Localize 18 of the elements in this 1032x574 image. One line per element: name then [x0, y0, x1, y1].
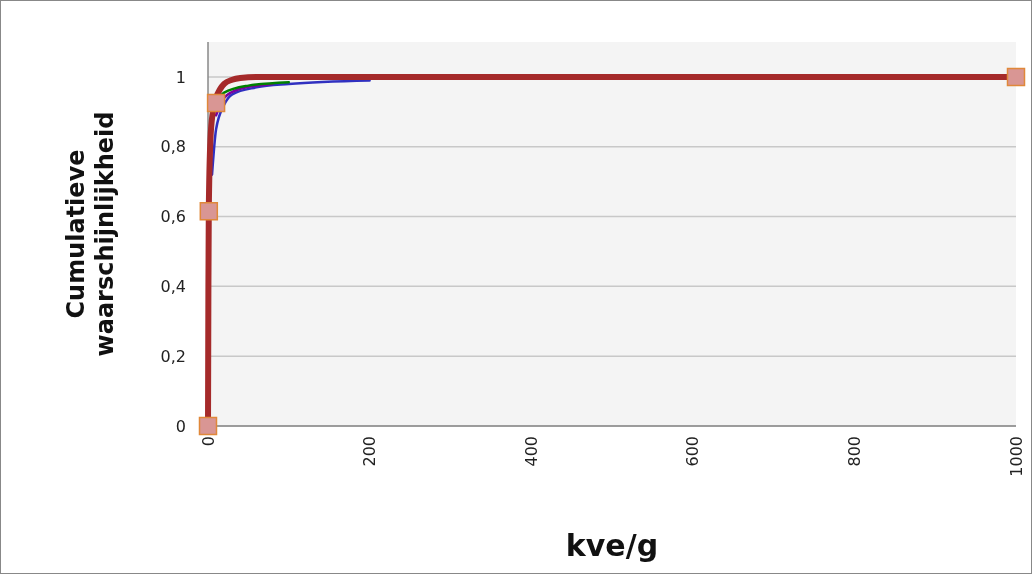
x-tick-label: 400	[521, 436, 541, 467]
point	[1006, 67, 1026, 87]
y-tick-label: 0,6	[160, 207, 186, 227]
y-tick-label: 0,4	[160, 276, 186, 296]
y-tick-label: 0,8	[160, 137, 186, 157]
y-tick-label: 1	[175, 67, 186, 87]
x-tick-label: 1000	[1006, 436, 1026, 477]
x-axis-title: kve/g	[565, 528, 659, 563]
point	[199, 202, 219, 221]
x-tick-label: 0	[198, 436, 218, 447]
point	[198, 416, 218, 436]
x-tick-label: 800	[845, 436, 864, 467]
point	[206, 93, 226, 113]
x-tick-label: 600	[683, 436, 703, 467]
y-axis-title: Cumulatieve waarschijnlijkheid	[62, 111, 119, 357]
y-tick-label: 0,2	[160, 346, 186, 366]
y-tick-label: 0	[175, 416, 186, 436]
x-tick-label: 200	[360, 436, 380, 467]
